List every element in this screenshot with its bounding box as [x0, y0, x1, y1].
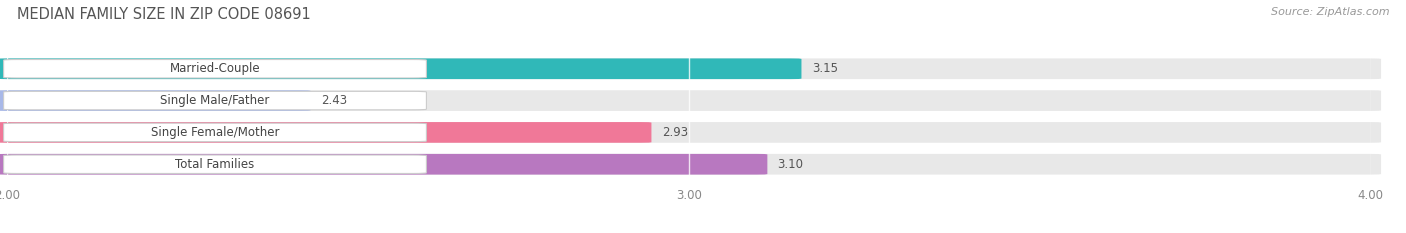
FancyBboxPatch shape: [0, 58, 801, 79]
Text: Married-Couple: Married-Couple: [170, 62, 260, 75]
FancyBboxPatch shape: [0, 122, 651, 143]
FancyBboxPatch shape: [0, 90, 1381, 111]
Text: 2.43: 2.43: [321, 94, 347, 107]
FancyBboxPatch shape: [4, 123, 426, 142]
Text: Single Female/Mother: Single Female/Mother: [150, 126, 280, 139]
FancyBboxPatch shape: [0, 122, 1381, 143]
FancyBboxPatch shape: [0, 58, 1381, 79]
Text: MEDIAN FAMILY SIZE IN ZIP CODE 08691: MEDIAN FAMILY SIZE IN ZIP CODE 08691: [17, 7, 311, 22]
Text: Total Families: Total Families: [176, 158, 254, 171]
Text: 3.10: 3.10: [778, 158, 804, 171]
FancyBboxPatch shape: [4, 155, 426, 173]
FancyBboxPatch shape: [0, 90, 311, 111]
FancyBboxPatch shape: [0, 154, 768, 175]
FancyBboxPatch shape: [0, 154, 1381, 175]
FancyBboxPatch shape: [4, 91, 426, 110]
FancyBboxPatch shape: [4, 60, 426, 78]
Text: 3.15: 3.15: [811, 62, 838, 75]
Text: Source: ZipAtlas.com: Source: ZipAtlas.com: [1271, 7, 1389, 17]
Text: Single Male/Father: Single Male/Father: [160, 94, 270, 107]
Text: 2.93: 2.93: [662, 126, 688, 139]
